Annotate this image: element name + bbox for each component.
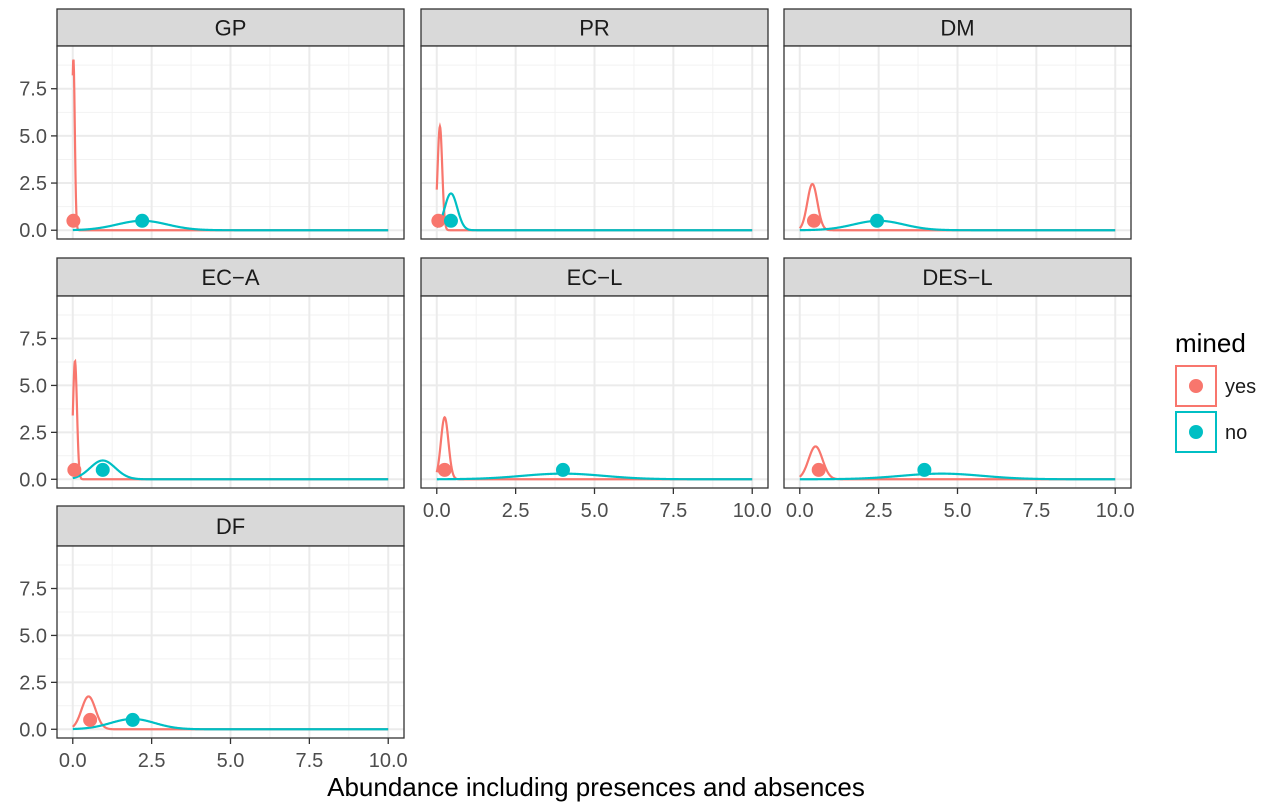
facet-strip-label: GP bbox=[215, 16, 247, 41]
facet-strip bbox=[56, 505, 405, 547]
legend-point bbox=[1189, 379, 1203, 393]
x-tick-label: 10.0 bbox=[369, 750, 408, 772]
x-tick-label: 2.5 bbox=[138, 750, 166, 772]
facet-strip-label: EC−A bbox=[201, 265, 259, 290]
mean-point-no bbox=[135, 213, 150, 228]
mean-point-no bbox=[443, 213, 458, 228]
facet-panel: EC−L 0.0 2.5 5.0 7.5 10.0 bbox=[420, 257, 772, 522]
facet-strip-label: EC−L bbox=[567, 265, 623, 290]
y-tick-label: 5.0 bbox=[19, 375, 47, 397]
panel-border bbox=[56, 295, 405, 489]
density-line-no bbox=[799, 472, 1116, 481]
x-tick-label: 7.5 bbox=[295, 750, 323, 772]
mean-point-yes bbox=[811, 462, 826, 477]
y-tick-label: 5.0 bbox=[19, 126, 47, 148]
x-tick-label: 2.5 bbox=[502, 500, 530, 522]
facet-strip-label: DES−L bbox=[922, 265, 992, 290]
density-line-no bbox=[435, 192, 753, 232]
facet-panel: EC−A 0.0 2.5 5.0 7.5 bbox=[19, 257, 405, 491]
x-tick-label: 10.0 bbox=[733, 500, 772, 522]
facet-strip bbox=[56, 8, 405, 47]
mean-point-yes bbox=[431, 213, 446, 228]
mean-point-no bbox=[917, 462, 932, 477]
x-tick-label: 7.5 bbox=[1022, 500, 1050, 522]
legend-key bbox=[1175, 411, 1217, 453]
facet-panel: DM bbox=[783, 8, 1132, 240]
mean-point-no bbox=[870, 213, 885, 228]
facet-strip-label: DM bbox=[940, 16, 974, 41]
density-line-no bbox=[436, 472, 753, 481]
legend-title: mined bbox=[1175, 328, 1246, 358]
facet-strip bbox=[420, 257, 769, 297]
y-tick-label: 0.0 bbox=[19, 719, 47, 741]
y-tick-label: 7.5 bbox=[19, 79, 47, 101]
x-tick-label: 0.0 bbox=[423, 500, 451, 522]
legend: mined yes no bbox=[1175, 328, 1256, 453]
panel-border bbox=[420, 45, 769, 240]
legend-point bbox=[1189, 425, 1203, 439]
x-tick-label: 5.0 bbox=[944, 500, 972, 522]
mean-point-no bbox=[125, 712, 140, 727]
mean-point-yes bbox=[83, 712, 98, 727]
x-tick-label: 5.0 bbox=[217, 750, 245, 772]
facet-panel: PR bbox=[420, 8, 769, 240]
y-tick-label: 7.5 bbox=[19, 329, 47, 351]
x-tick-label: 0.0 bbox=[59, 750, 87, 772]
facet-strip bbox=[783, 257, 1132, 297]
density-line-no bbox=[799, 219, 1116, 232]
y-tick-label: 2.5 bbox=[19, 672, 47, 694]
density-line-no bbox=[72, 717, 389, 731]
facet-panel: GP 0.0 2.5 5.0 7.5 bbox=[19, 8, 405, 242]
density-line-no bbox=[72, 219, 389, 232]
legend-entry-yes: yes bbox=[1175, 365, 1256, 407]
x-tick-label: 5.0 bbox=[581, 500, 609, 522]
legend-entry-no: no bbox=[1175, 411, 1247, 453]
facet-strip bbox=[783, 8, 1132, 47]
x-axis-label: Abundance including presences and absenc… bbox=[327, 772, 865, 802]
x-tick-label: 10.0 bbox=[1096, 500, 1135, 522]
y-tick-label: 7.5 bbox=[19, 579, 47, 601]
facet-panel: DF 0.0 2.5 5.0 7.5 0.0 2.5 5.0 7.5 10.0 bbox=[19, 505, 408, 772]
facet-strip-label: DF bbox=[216, 514, 245, 539]
facet-strip bbox=[420, 8, 769, 47]
mean-point-yes bbox=[66, 213, 81, 228]
y-tick-label: 2.5 bbox=[19, 173, 47, 195]
y-tick-label: 0.0 bbox=[19, 220, 47, 242]
facet-strip-label: PR bbox=[579, 16, 610, 41]
facet-strip bbox=[56, 257, 405, 297]
mean-point-no bbox=[555, 462, 570, 477]
panel-border bbox=[783, 45, 1132, 240]
x-tick-label: 2.5 bbox=[865, 500, 893, 522]
mean-point-yes bbox=[806, 213, 821, 228]
y-tick-label: 2.5 bbox=[19, 422, 47, 444]
legend-label: no bbox=[1225, 422, 1247, 444]
y-tick-label: 0.0 bbox=[19, 469, 47, 491]
mean-point-no bbox=[95, 462, 110, 477]
facet-panel: DES−L 0.0 2.5 5.0 7.5 10.0 bbox=[783, 257, 1135, 522]
panel-border bbox=[56, 45, 405, 240]
mean-point-yes bbox=[437, 462, 452, 477]
x-tick-label: 7.5 bbox=[659, 500, 687, 522]
y-tick-label: 5.0 bbox=[19, 625, 47, 647]
x-tick-label: 0.0 bbox=[786, 500, 814, 522]
legend-label: yes bbox=[1225, 376, 1256, 398]
density-line-no bbox=[72, 459, 389, 481]
mean-point-yes bbox=[67, 462, 82, 477]
facet-panels: GP 0.0 2.5 5.0 7.5 PR DM EC−A 0.0 2.5 5.0 7.5 EC−L 0.… bbox=[19, 8, 1135, 772]
